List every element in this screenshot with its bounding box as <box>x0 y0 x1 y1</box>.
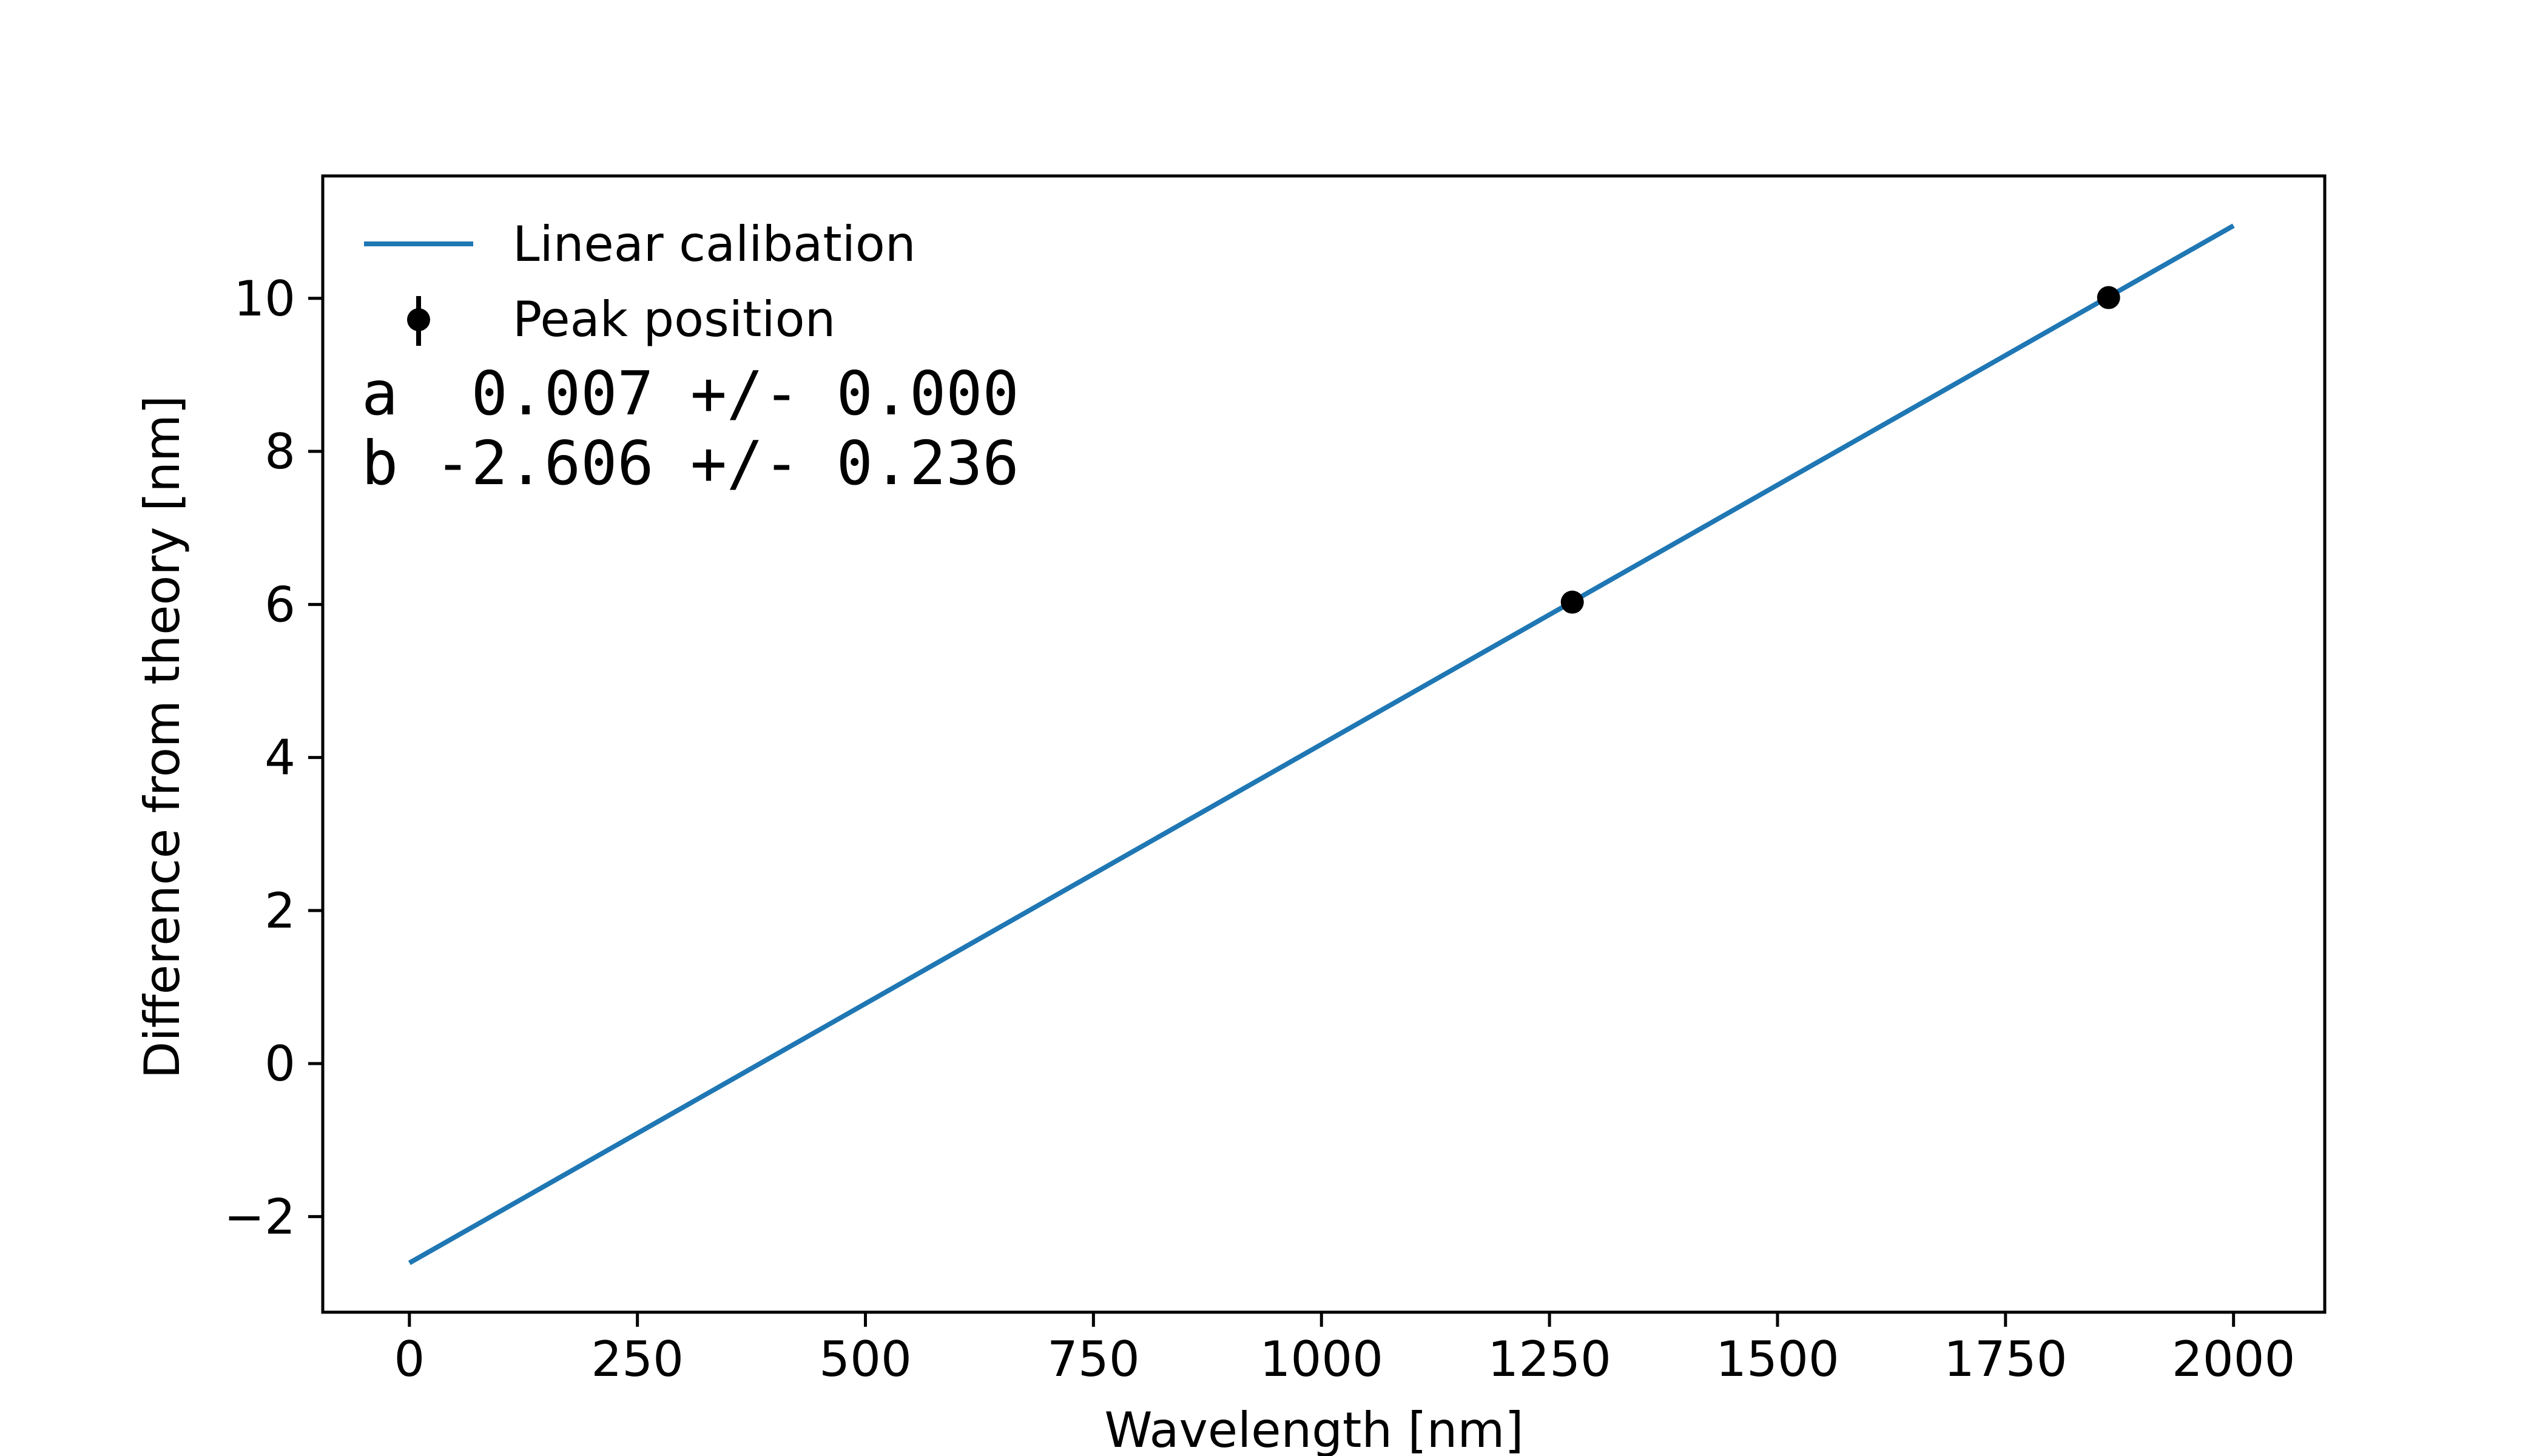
fit-parameters: a 0.007 +/- 0.000 b -2.606 +/- 0.236 <box>362 358 1019 499</box>
x-axis: 0 250 500 750 1000 1250 1500 1750 2000 <box>394 1312 2295 1387</box>
legend: Linear calibation Peak position <box>364 216 916 348</box>
y-tick-label: 8 <box>265 423 295 480</box>
plot-area <box>408 223 2235 1266</box>
x-tick-label: 0 <box>394 1331 425 1387</box>
x-tick-label: 750 <box>1047 1331 1140 1387</box>
x-tick-label: 500 <box>819 1331 912 1387</box>
y-axis: −2 0 2 4 6 8 10 <box>224 271 323 1245</box>
x-axis-label: Wavelength [nm] <box>1104 1402 1523 1456</box>
fit-param-a: a 0.007 +/- 0.000 <box>362 358 1019 429</box>
y-tick-label: 6 <box>265 576 295 633</box>
x-tick-label: 1750 <box>1944 1331 2068 1387</box>
y-tick-label: 4 <box>265 730 295 786</box>
y-tick-label: 2 <box>265 883 295 939</box>
fit-param-b: b -2.606 +/- 0.236 <box>362 428 1019 499</box>
x-tick-label: 250 <box>591 1331 684 1387</box>
legend-label-linear-calibration: Linear calibation <box>513 216 916 272</box>
y-tick-label: −2 <box>224 1188 295 1245</box>
peak-point <box>2097 286 2120 309</box>
peak-point <box>1560 590 1584 614</box>
x-tick-label: 2000 <box>2172 1331 2296 1387</box>
x-tick-label: 1000 <box>1259 1331 1383 1387</box>
legend-marker-swatch <box>407 308 430 331</box>
x-tick-label: 1250 <box>1488 1331 1611 1387</box>
calibration-line <box>408 223 2235 1266</box>
y-tick-label: 10 <box>234 271 295 327</box>
legend-label-peak-position: Peak position <box>513 291 835 348</box>
y-axis-label: Difference from theory [nm] <box>134 396 190 1079</box>
axes-frame <box>321 174 2327 1314</box>
x-tick-label: 1500 <box>1716 1331 1839 1387</box>
y-tick-label: 0 <box>265 1036 295 1092</box>
